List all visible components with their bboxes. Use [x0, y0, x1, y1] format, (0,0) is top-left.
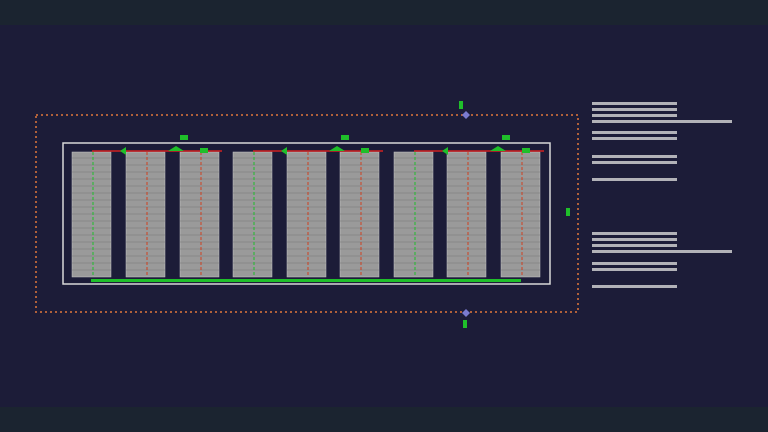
note-line — [592, 268, 677, 271]
note-line — [592, 131, 677, 134]
note-line — [592, 155, 677, 158]
panel-column — [125, 151, 166, 278]
boundary — [35, 114, 579, 313]
note-line — [592, 250, 732, 253]
marker — [459, 101, 463, 109]
frame — [62, 142, 551, 285]
inverter — [329, 146, 345, 151]
note-line — [592, 178, 677, 181]
inverter — [281, 147, 287, 155]
note-line — [592, 102, 677, 105]
note-line — [592, 108, 677, 111]
note-line — [592, 262, 677, 265]
inverter — [442, 147, 448, 155]
panel-column — [500, 151, 541, 278]
marker — [462, 111, 470, 119]
note-line — [592, 238, 677, 241]
marker — [566, 208, 570, 216]
tag — [522, 148, 530, 153]
marker — [462, 309, 470, 317]
ground-bar — [91, 279, 521, 282]
tag — [341, 135, 349, 140]
tag — [200, 148, 208, 153]
panel-column — [339, 151, 380, 278]
note-line — [592, 285, 677, 288]
panel-rows — [71, 135, 544, 278]
note-line — [592, 232, 677, 235]
panel-column — [446, 151, 487, 278]
inverter — [168, 146, 184, 151]
tag — [361, 148, 369, 153]
note-line — [592, 114, 677, 117]
inverter — [120, 147, 126, 155]
panel-column — [179, 151, 220, 278]
note-line — [592, 137, 677, 140]
panel-column — [393, 151, 434, 278]
notes — [592, 102, 732, 288]
panel-column — [232, 151, 273, 278]
panel-column — [286, 151, 327, 278]
top-bar — [0, 0, 768, 25]
tag — [502, 135, 510, 140]
inverter — [490, 146, 506, 151]
note-line — [592, 120, 732, 123]
note-line — [592, 244, 677, 247]
note-line — [592, 161, 677, 164]
marker — [463, 320, 467, 328]
panel-column — [71, 151, 112, 278]
bottom-bar — [0, 407, 768, 432]
tag — [180, 135, 188, 140]
